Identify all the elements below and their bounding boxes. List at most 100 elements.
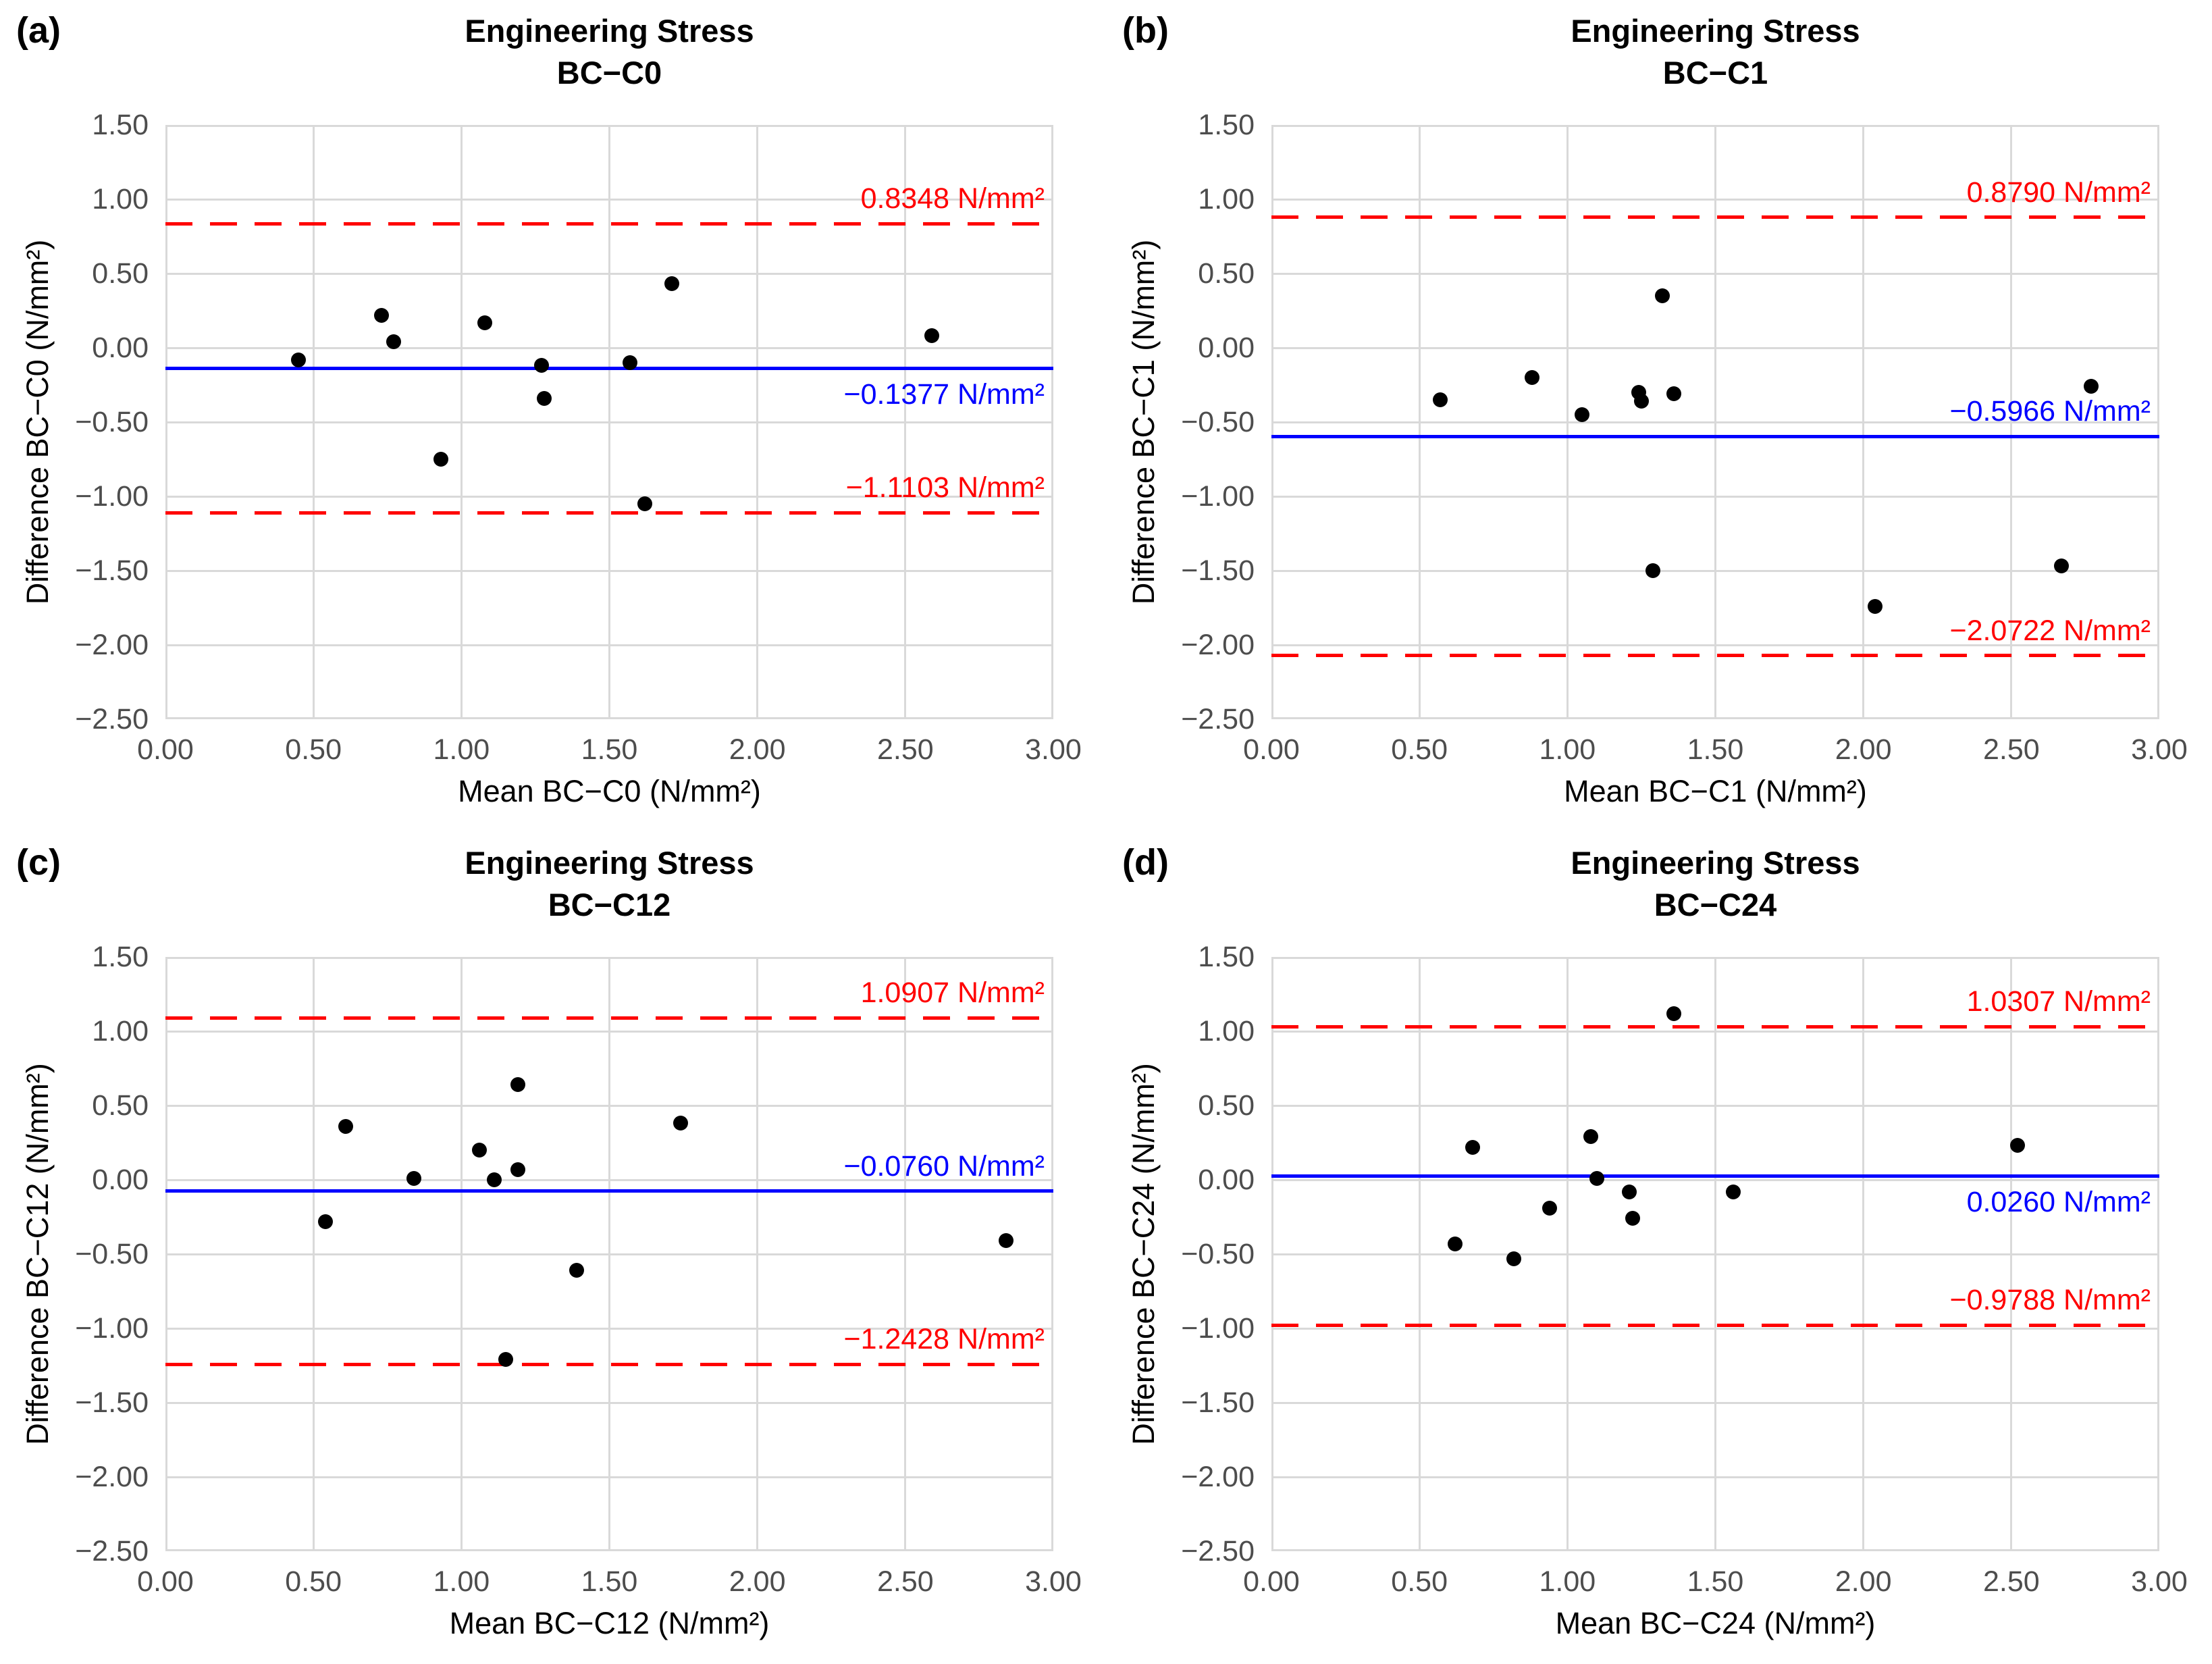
data-point xyxy=(1506,1251,1522,1266)
panel-d: (d) Engineering Stress BC−C24 Difference… xyxy=(1106,832,2212,1664)
gridline-horizontal xyxy=(1271,1030,2159,1033)
mean-line xyxy=(1271,434,2159,438)
y-tick-label: −0.50 xyxy=(1181,1238,1255,1270)
gridline-horizontal xyxy=(1271,1327,2159,1330)
y-tick-label: 0.00 xyxy=(1198,1164,1255,1196)
x-tick-label: 2.00 xyxy=(729,1565,786,1598)
y-tick-label: 1.50 xyxy=(1198,109,1255,141)
x-axis-title: Mean BC−C1 (N/mm²) xyxy=(1564,774,1867,808)
gridline-horizontal xyxy=(1271,1401,2159,1404)
y-tick-label: 1.50 xyxy=(92,941,149,973)
y-tick-label: −1.50 xyxy=(75,554,149,587)
mean-line-label: −0.1377 N/mm² xyxy=(843,378,1045,411)
y-tick-label: −1.00 xyxy=(75,1312,149,1345)
upper-limit-label: 0.8348 N/mm² xyxy=(860,182,1045,215)
upper-limit-label: 1.0907 N/mm² xyxy=(860,977,1045,1010)
data-point xyxy=(498,1352,514,1368)
x-tick-label: 0.50 xyxy=(1391,1565,1448,1598)
gridline-horizontal xyxy=(165,1476,1053,1478)
x-tick-label: 1.50 xyxy=(581,733,638,766)
y-tick-label: 0.50 xyxy=(92,1089,149,1122)
panel-subtitle: BC−C24 xyxy=(1654,887,1777,922)
gridline-horizontal xyxy=(165,644,1053,646)
data-point xyxy=(569,1263,585,1278)
data-point xyxy=(1575,407,1590,422)
gridline-horizontal xyxy=(165,346,1053,349)
x-tick-label: 0.00 xyxy=(1243,733,1300,766)
data-point xyxy=(537,390,552,406)
gridline-horizontal xyxy=(165,272,1053,275)
data-point xyxy=(1666,1006,1682,1021)
data-point xyxy=(338,1118,354,1134)
y-tick-label: −2.50 xyxy=(75,703,149,735)
x-tick-label: 2.50 xyxy=(876,733,934,766)
y-tick-label: −0.50 xyxy=(1181,406,1255,438)
gridline-horizontal xyxy=(165,198,1053,201)
panel-label: (a) xyxy=(16,10,61,51)
y-tick-label: 0.50 xyxy=(92,257,149,290)
y-tick-label: 0.00 xyxy=(1198,332,1255,364)
data-point xyxy=(2054,558,2070,574)
lower-limit-label: −1.1103 N/mm² xyxy=(845,471,1045,504)
x-tick-label: 2.50 xyxy=(1982,733,2040,766)
lower-limit-label: −1.2428 N/mm² xyxy=(843,1323,1045,1356)
data-point xyxy=(1589,1170,1605,1186)
x-tick-label: 1.50 xyxy=(581,1565,638,1598)
gridline-horizontal xyxy=(1271,569,2159,572)
y-tick-label: 1.00 xyxy=(1198,1015,1255,1047)
panel-title: Engineering Stress xyxy=(1571,845,1860,881)
panel-label: (d) xyxy=(1122,842,1169,883)
lower-limit-label: −0.9788 N/mm² xyxy=(1949,1284,2151,1317)
data-point xyxy=(1868,598,1883,614)
panel-title: Engineering Stress xyxy=(1571,13,1860,49)
gridline-horizontal xyxy=(1271,495,2159,498)
gridline-horizontal xyxy=(1271,1476,2159,1478)
y-tick-label: 0.00 xyxy=(92,332,149,364)
gridline-horizontal xyxy=(165,421,1053,423)
x-tick-label: 2.50 xyxy=(876,1565,934,1598)
gridline-horizontal xyxy=(1271,272,2159,275)
upper-limit-line xyxy=(165,222,1053,226)
data-point xyxy=(924,328,940,344)
data-point xyxy=(998,1233,1013,1249)
y-tick-label: 1.00 xyxy=(92,183,149,215)
data-point xyxy=(386,334,401,350)
gridline-horizontal xyxy=(1271,1178,2159,1181)
y-tick-label: −1.50 xyxy=(1181,1386,1255,1419)
y-tick-label: −1.00 xyxy=(1181,480,1255,513)
y-tick-label: −2.50 xyxy=(1181,703,1255,735)
x-tick-label: 1.00 xyxy=(1539,733,1596,766)
x-tick-label: 0.50 xyxy=(285,733,342,766)
data-point xyxy=(373,307,389,323)
gridline-horizontal xyxy=(165,569,1053,572)
gridline-horizontal xyxy=(1271,198,2159,201)
lower-limit-label: −2.0722 N/mm² xyxy=(1949,614,2151,647)
data-point xyxy=(1633,394,1649,409)
mean-line-label: 0.0260 N/mm² xyxy=(1966,1186,2151,1219)
y-tick-label: 1.50 xyxy=(1198,941,1255,973)
x-tick-label: 0.00 xyxy=(137,1565,194,1598)
y-tick-label: −2.00 xyxy=(75,1461,149,1493)
x-axis-title: Mean BC−C24 (N/mm²) xyxy=(1555,1606,1876,1640)
data-point xyxy=(486,1172,502,1187)
data-point xyxy=(2084,379,2099,394)
data-point xyxy=(623,355,638,370)
y-tick-label: 0.50 xyxy=(1198,1089,1255,1122)
x-tick-label: 1.00 xyxy=(433,1565,490,1598)
gridline-horizontal xyxy=(165,1030,1053,1033)
data-point xyxy=(1583,1129,1599,1145)
gridline-horizontal xyxy=(1271,1104,2159,1107)
y-tick-label: −1.00 xyxy=(1181,1312,1255,1345)
lower-limit-line xyxy=(165,511,1053,515)
y-tick-label: 0.00 xyxy=(92,1164,149,1196)
gridline-horizontal xyxy=(165,1401,1053,1404)
x-tick-label: 0.50 xyxy=(1391,733,1448,766)
data-point xyxy=(471,1143,487,1158)
y-tick-label: −2.00 xyxy=(75,629,149,661)
mean-line xyxy=(165,1189,1053,1193)
x-tick-label: 1.00 xyxy=(433,733,490,766)
gridline-horizontal xyxy=(165,1327,1053,1330)
data-point xyxy=(664,276,679,292)
y-tick-label: 1.00 xyxy=(1198,183,1255,215)
